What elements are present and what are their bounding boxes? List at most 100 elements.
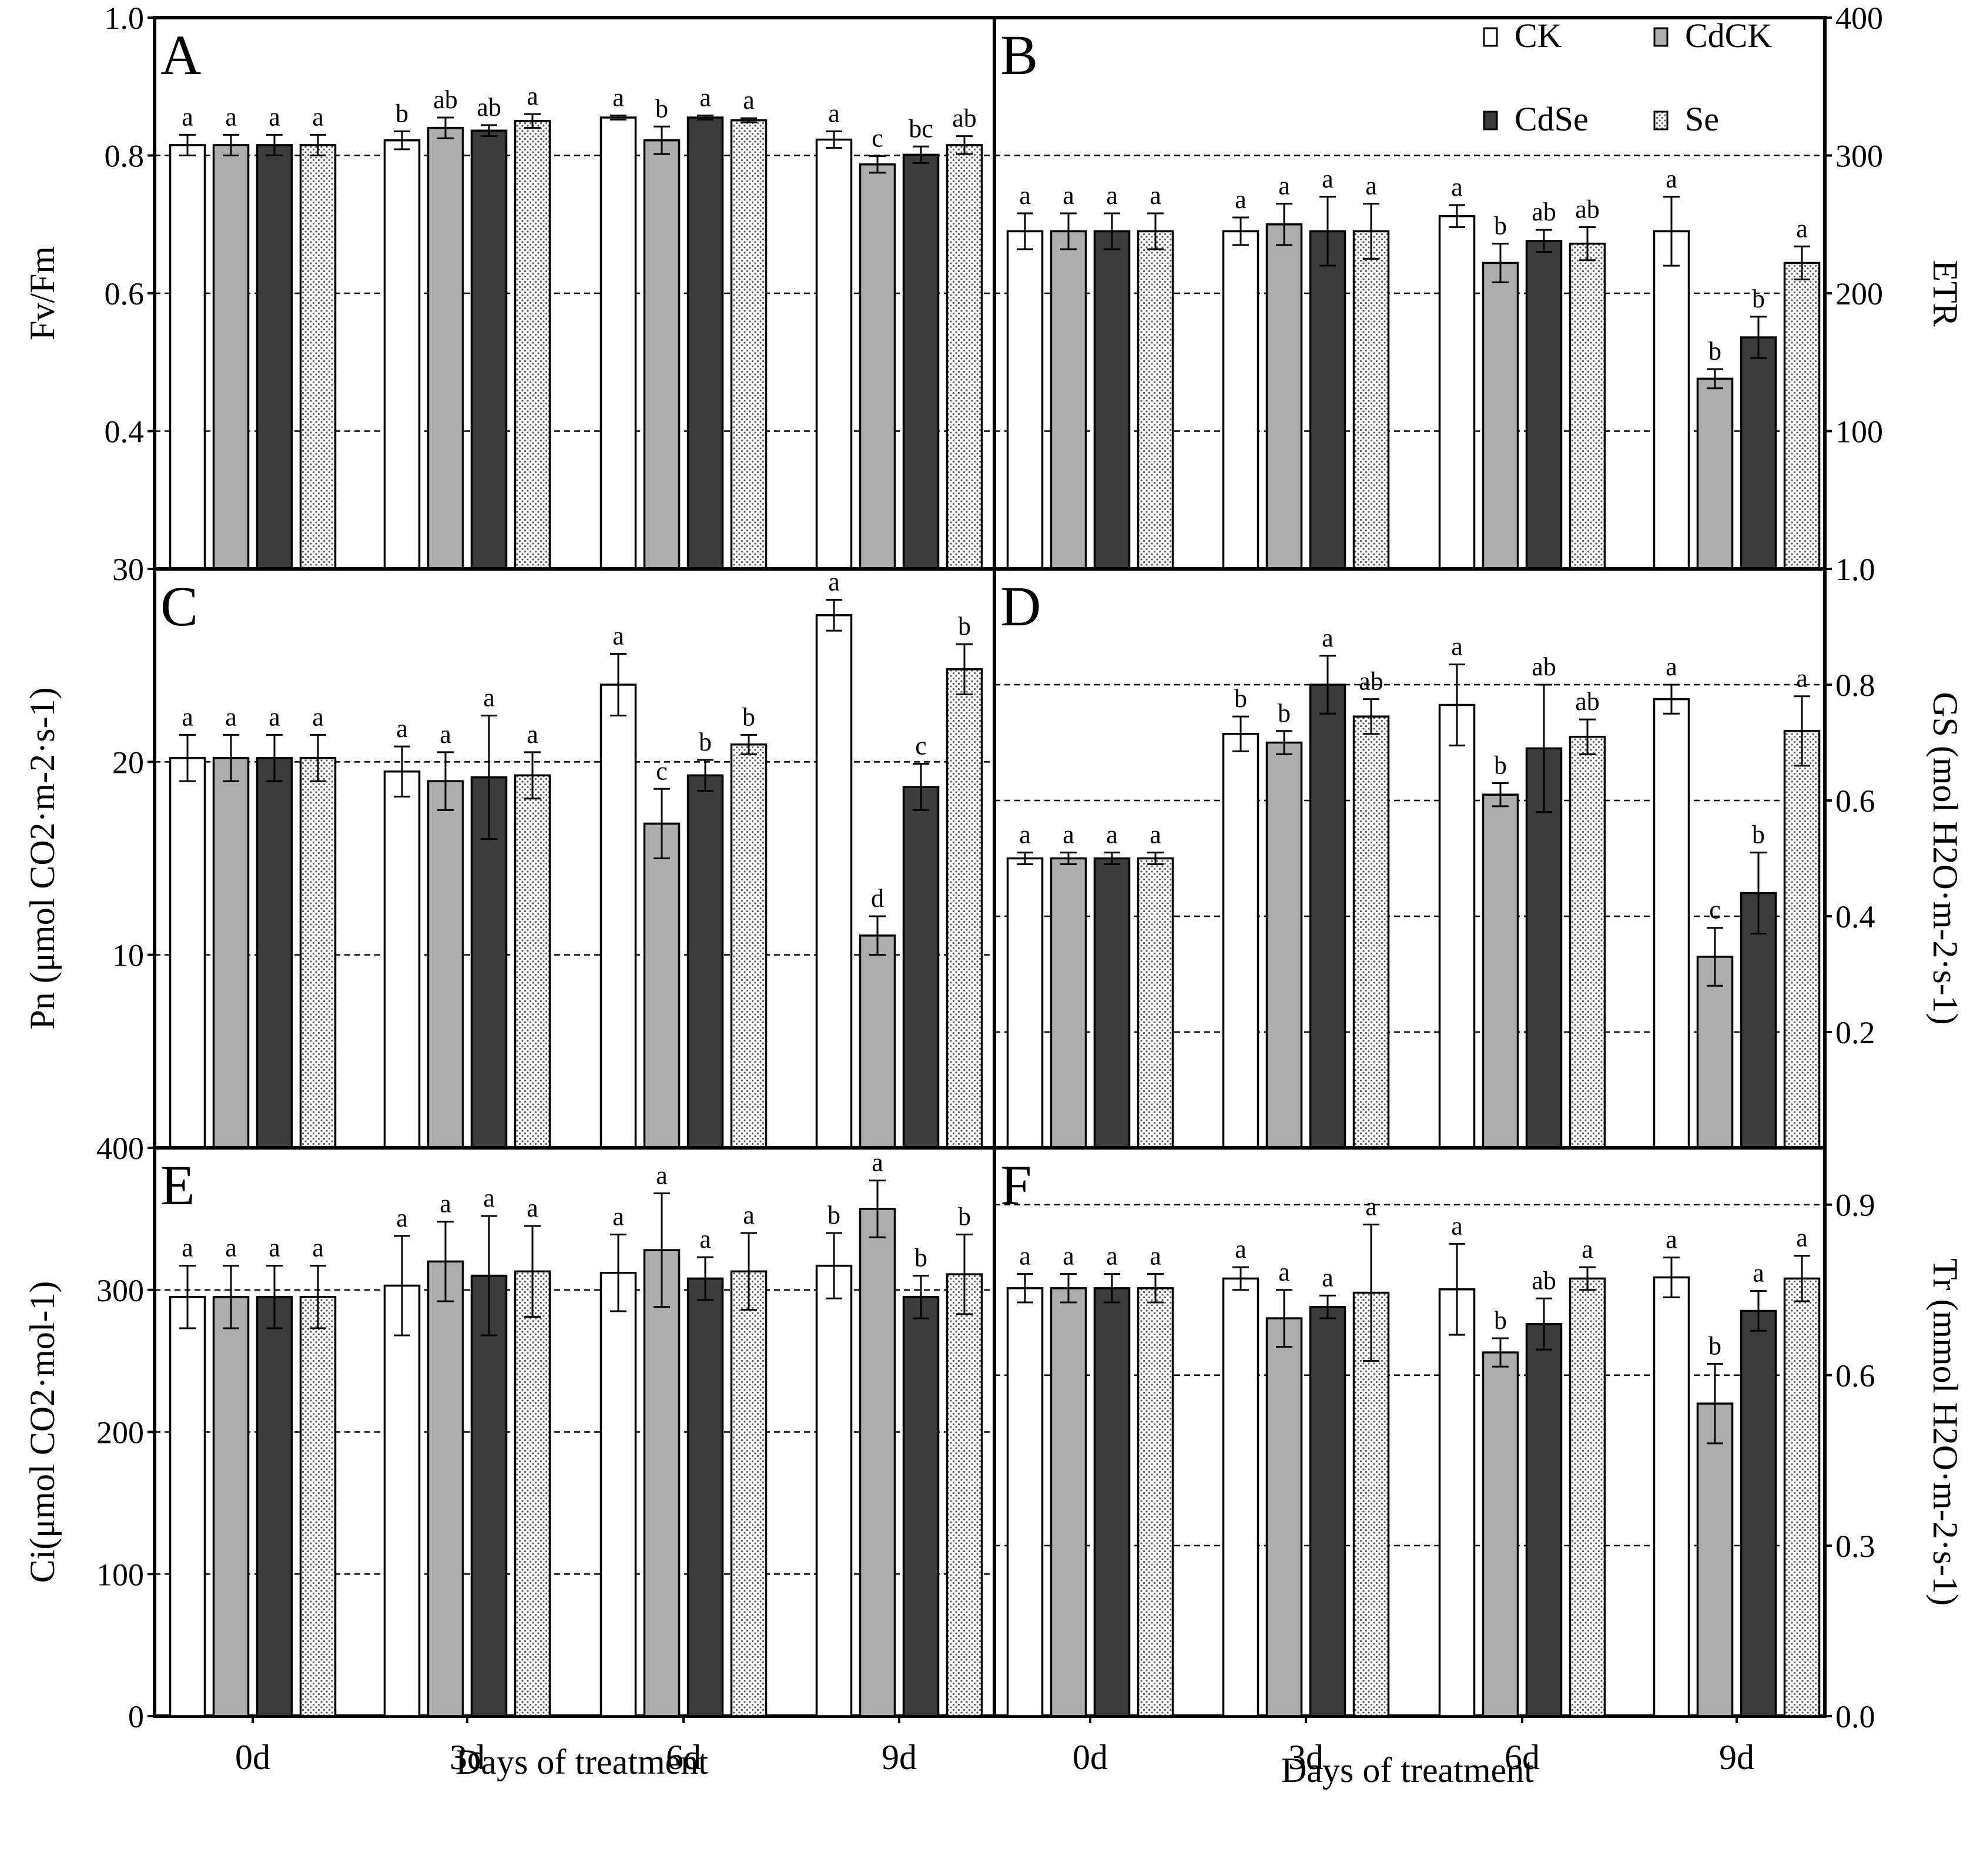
bar [169,757,206,1149]
y-tick-label: 0.8 [105,139,145,174]
panel-c: 10 20 30 Pn (μmol CO2·m-2·s-1) Ca a a a a a c d a a b c… [23,552,996,1150]
y-tick-label: 0.9 [1835,1188,1875,1223]
bar [1309,230,1346,570]
x-tick-label: 6d [1505,1738,1540,1777]
significance-letter: c [872,124,883,153]
bar [514,774,551,1149]
bar [299,144,337,570]
significance-letter: a [396,1204,408,1232]
significance-letter: ab [1575,195,1600,223]
bar [1482,1351,1519,1717]
significance-letter: a [1150,181,1161,210]
significance-letter: a [828,568,840,597]
y-tick-label: 0.6 [1835,1358,1875,1393]
bar [1352,715,1390,1149]
bar [1309,684,1346,1149]
significance-letter: a [225,702,237,731]
significance-letter: a [1796,664,1808,693]
significance-letter: a [743,86,755,115]
bar [599,1271,637,1717]
bar [1740,336,1777,570]
significance-letter: a [1322,165,1334,193]
significance-letter: d [871,884,884,913]
bar [1438,1288,1476,1717]
bar [946,1273,983,1717]
y-tick-label: 0.8 [1835,668,1875,703]
significance-letter: a [483,1184,495,1212]
bar [643,1249,681,1717]
bar [730,743,768,1149]
significance-letter: a [269,1234,280,1262]
bar [1222,230,1259,570]
bar [169,144,206,570]
bar [946,144,983,570]
bar [1569,735,1606,1149]
significance-letter: a [182,1234,193,1262]
bar [383,139,421,570]
panel-label: F [1000,1154,1031,1217]
bar [1482,262,1519,570]
significance-letter: b [1708,1331,1721,1360]
significance-letter: a [1106,1242,1118,1271]
significance-letter: b [958,612,971,641]
bar [1653,1276,1690,1717]
bar [1222,1277,1259,1717]
bar [730,119,768,570]
bar [815,614,853,1149]
significance-letter: a [699,83,711,112]
significance-letter: b [1494,751,1507,779]
significance-letter: a [1063,181,1074,210]
significance-letter: a [1063,1242,1074,1271]
significance-letter: a [483,684,495,712]
significance-letter: b [699,728,712,756]
significance-letter: b [1708,337,1721,366]
significance-letter: a [1796,1224,1808,1252]
significance-letter: ab [1575,687,1600,716]
legend-item-cdck: CdCK [1653,16,1772,55]
legend: CK CdCK CdSe Se [1483,16,1772,138]
bar [470,129,508,570]
significance-letter: a [312,102,324,131]
bar [686,1277,724,1717]
bar [299,1296,337,1717]
bar [1569,242,1606,570]
significance-letter: c [1709,896,1721,924]
significance-letter: a [1235,185,1247,214]
significance-letter: a [1666,165,1677,193]
bar [1482,793,1519,1149]
y-tick-label: 300 [96,1273,144,1308]
panel-frame [993,1146,1827,1718]
panel-f: 0.00.30.60.9Tr (mmol H2O·m-2·s-1)Fa aa aaa… [993,1146,1965,1777]
bar [1050,857,1087,1149]
bar [1696,1402,1734,1717]
significance-letter: a [312,1234,324,1262]
significance-letter: a [1451,632,1463,661]
y-tick-label: 100 [96,1557,144,1592]
y-tick-label: 1.0 [1835,552,1875,587]
bar [643,139,681,570]
bar [859,163,896,570]
significance-letter: b [914,1244,927,1272]
significance-letter: a [527,82,538,110]
x-tick-label: 9d [882,1738,917,1777]
bar [1265,1317,1303,1717]
x-tick-label: 6d [666,1738,701,1777]
significance-letter: a [1796,214,1808,243]
significance-letter: a [872,1148,883,1177]
legend-label: CK [1515,16,1562,55]
bar [427,126,464,570]
significance-letter: bc [909,114,933,143]
y-tick-label: 100 [1835,414,1883,450]
significance-letter: a [396,714,408,743]
significance-letter: b [1752,820,1765,849]
bar [1137,1287,1174,1717]
significance-letter: b [742,702,755,731]
bar [212,144,250,570]
significance-letter: ab [1532,1266,1556,1295]
legend-item-ck: CK [1483,16,1562,55]
significance-letter: a [612,621,624,650]
significance-letter: b [1234,684,1247,713]
bar [686,116,724,570]
y-tick-label: 20 [112,745,144,780]
